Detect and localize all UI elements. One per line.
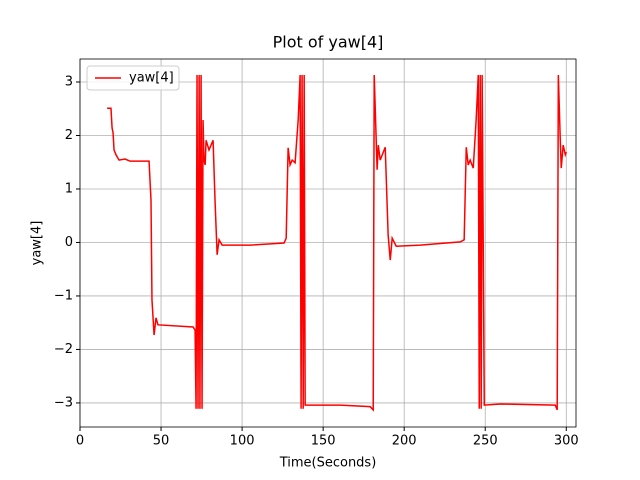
y-tick-label: 2 (65, 128, 73, 143)
chart-title: Plot of yaw[4] (273, 33, 384, 52)
x-tick-label: 100 (230, 434, 255, 449)
y-tick-label: 3 (65, 75, 73, 90)
x-tick-label: 0 (76, 434, 84, 449)
y-tick-label: −2 (54, 342, 73, 357)
y-tick-label: −1 (54, 288, 73, 303)
y-tick-label: −3 (54, 395, 73, 410)
x-tick-label: 250 (473, 434, 498, 449)
x-tick-label: 300 (554, 434, 579, 449)
x-tick-label: 150 (311, 434, 336, 449)
plot-frame (79, 58, 577, 428)
x-axis-label: Time(Seconds) (279, 456, 377, 471)
legend-label: yaw[4] (129, 71, 174, 86)
x-tick-label: 50 (153, 434, 170, 449)
y-tick-label: 0 (65, 235, 73, 250)
legend-box (86, 65, 180, 91)
x-tick-label: 200 (392, 434, 417, 449)
data-line (107, 75, 567, 412)
y-tick-label: 1 (65, 181, 73, 196)
y-axis-label: yaw[4] (30, 221, 45, 266)
